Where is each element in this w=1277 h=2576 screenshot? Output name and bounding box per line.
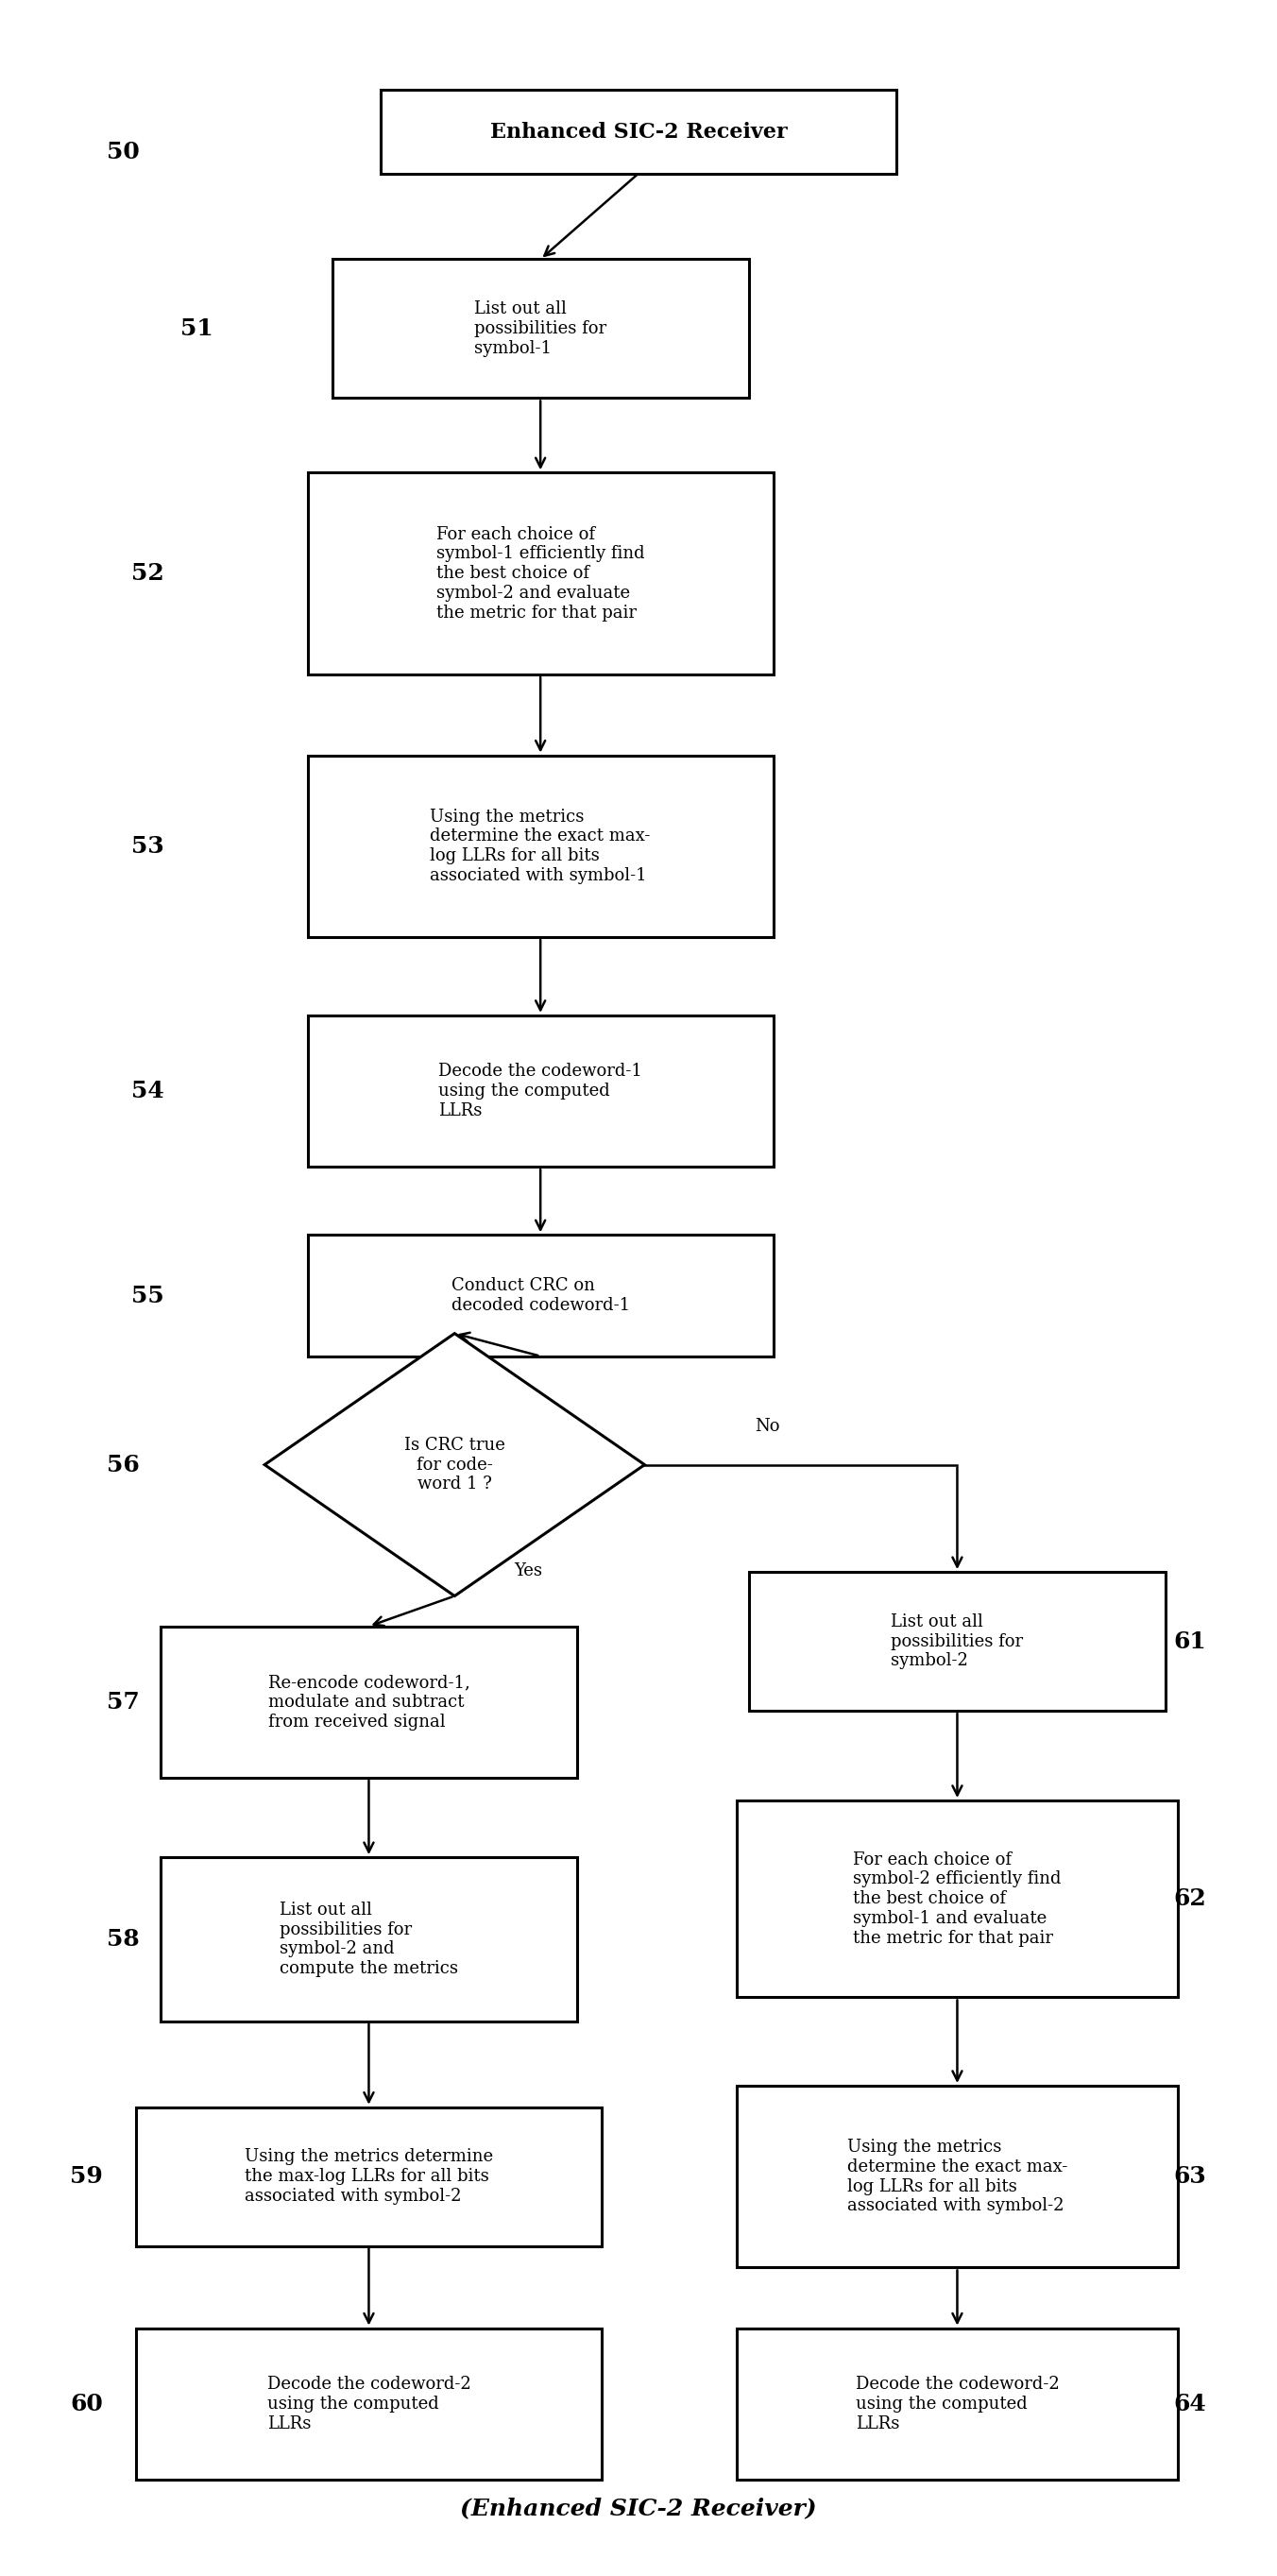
Text: List out all
possibilities for
symbol-1: List out all possibilities for symbol-1 — [474, 301, 607, 358]
Text: Conduct CRC on
decoded codeword-1: Conduct CRC on decoded codeword-1 — [451, 1278, 630, 1314]
Bar — [737, 1801, 1177, 1996]
Text: 58: 58 — [107, 1927, 140, 1950]
Text: 60: 60 — [70, 2393, 103, 2416]
Text: Using the metrics
determine the exact max-
log LLRs for all bits
associated with: Using the metrics determine the exact ma… — [847, 2138, 1068, 2215]
Text: 55: 55 — [132, 1285, 165, 1306]
Bar — [135, 2107, 601, 2246]
Bar — [737, 2087, 1177, 2267]
Bar — [308, 471, 774, 675]
Text: 63: 63 — [1174, 2166, 1207, 2187]
Bar — [161, 1625, 577, 1777]
Bar — [748, 1571, 1166, 1710]
Text: 51: 51 — [181, 317, 213, 340]
Text: 52: 52 — [132, 562, 165, 585]
Bar — [381, 90, 896, 173]
Text: Decode the codeword-1
using the computed
LLRs: Decode the codeword-1 using the computed… — [438, 1064, 642, 1118]
Text: 62: 62 — [1174, 1888, 1207, 1911]
Text: Is CRC true
for code-
word 1 ?: Is CRC true for code- word 1 ? — [404, 1437, 506, 1494]
Text: 53: 53 — [132, 835, 165, 858]
Text: Decode the codeword-2
using the computed
LLRs: Decode the codeword-2 using the computed… — [267, 2375, 471, 2432]
Bar — [737, 2329, 1177, 2481]
Text: 59: 59 — [70, 2166, 103, 2187]
Text: List out all
possibilities for
symbol-2: List out all possibilities for symbol-2 — [891, 1613, 1023, 1669]
Text: List out all
possibilities for
symbol-2 and
compute the metrics: List out all possibilities for symbol-2 … — [280, 1901, 458, 1978]
Text: 56: 56 — [107, 1453, 140, 1476]
Bar — [308, 1234, 774, 1355]
Text: For each choice of
symbol-2 efficiently find
the best choice of
symbol-1 and eva: For each choice of symbol-2 efficiently … — [853, 1852, 1061, 1947]
Text: 50: 50 — [107, 142, 140, 162]
Text: 64: 64 — [1174, 2393, 1207, 2416]
Bar — [308, 1015, 774, 1167]
Polygon shape — [264, 1334, 645, 1597]
Bar — [161, 1857, 577, 2022]
Text: 61: 61 — [1174, 1631, 1207, 1654]
Text: Decode the codeword-2
using the computed
LLRs: Decode the codeword-2 using the computed… — [856, 2375, 1059, 2432]
Text: Re-encode codeword-1,
modulate and subtract
from received signal: Re-encode codeword-1, modulate and subtr… — [268, 1674, 470, 1731]
Bar — [135, 2329, 601, 2481]
Text: Enhanced SIC-2 Receiver: Enhanced SIC-2 Receiver — [490, 121, 787, 142]
Bar — [308, 755, 774, 938]
Text: No: No — [755, 1419, 780, 1435]
Text: 54: 54 — [132, 1079, 165, 1103]
Bar — [332, 260, 748, 399]
Text: For each choice of
symbol-1 efficiently find
the best choice of
symbol-2 and eva: For each choice of symbol-1 efficiently … — [437, 526, 645, 621]
Text: Using the metrics
determine the exact max-
log LLRs for all bits
associated with: Using the metrics determine the exact ma… — [430, 809, 651, 884]
Text: (Enhanced SIC-2 Receiver): (Enhanced SIC-2 Receiver) — [460, 2496, 817, 2519]
Text: Yes: Yes — [515, 1561, 543, 1579]
Text: 57: 57 — [107, 1690, 140, 1713]
Text: Using the metrics determine
the max-log LLRs for all bits
associated with symbol: Using the metrics determine the max-log … — [244, 2148, 493, 2205]
